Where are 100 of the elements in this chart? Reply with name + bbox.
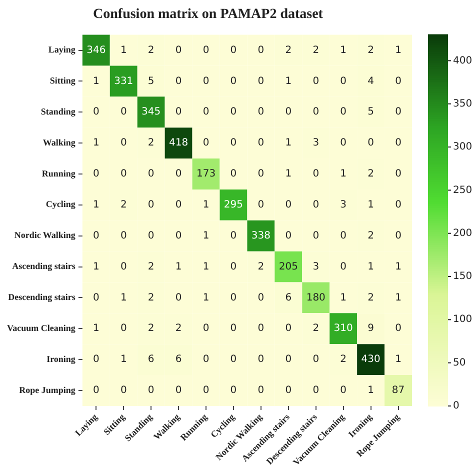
y-tick-label: Running — [42, 168, 76, 178]
data-label: 0 — [120, 138, 127, 149]
data-label: 0 — [175, 292, 182, 304]
data-label: 0 — [395, 230, 402, 242]
y-tick-label: Ascending stairs — [12, 261, 76, 272]
data-label: 0 — [340, 138, 347, 149]
data-label: 0 — [285, 106, 292, 118]
data-label: 3 — [340, 200, 347, 211]
data-label: 0 — [230, 138, 237, 149]
data-label: 0 — [230, 323, 237, 334]
data-label: 0 — [230, 354, 237, 366]
data-label: 0 — [395, 138, 402, 149]
data-label: 0 — [285, 385, 292, 396]
data-label: 0 — [340, 385, 347, 396]
data-label: 0 — [258, 354, 264, 366]
data-label: 6 — [285, 292, 292, 304]
data-label: 0 — [395, 106, 402, 118]
data-label: 0 — [340, 106, 347, 118]
data-label: 0 — [120, 230, 127, 242]
data-label: 0 — [395, 76, 402, 87]
data-label: 3 — [312, 138, 320, 149]
y-tick-label: Rope Jumping — [19, 384, 76, 395]
data-label: 0 — [258, 76, 264, 87]
data-label: 295 — [224, 200, 244, 211]
data-label: 0 — [202, 354, 210, 366]
data-label: 0 — [258, 106, 264, 118]
data-label: 0 — [92, 292, 100, 304]
data-label: 0 — [120, 385, 127, 396]
data-label: 0 — [92, 354, 100, 366]
y-tick-label: Walking — [42, 137, 76, 148]
data-label: 2 — [148, 323, 154, 334]
data-label: 0 — [312, 106, 320, 118]
data-label: 0 — [368, 138, 374, 149]
data-label: 0 — [285, 200, 292, 211]
data-label: 0 — [202, 323, 210, 334]
data-label: 1 — [92, 76, 100, 87]
data-label: 0 — [148, 168, 154, 180]
data-label: 0 — [285, 323, 292, 334]
data-label: 0 — [230, 168, 237, 180]
data-label: 0 — [285, 354, 292, 366]
data-label: 1 — [92, 200, 100, 211]
data-label: 0 — [148, 230, 154, 242]
data-label: 338 — [251, 230, 270, 242]
data-label: 1 — [395, 44, 402, 56]
data-label: 1 — [395, 261, 402, 272]
data-label: 2 — [368, 230, 374, 242]
color-bar-label: 350 — [453, 98, 472, 110]
data-label: 205 — [278, 261, 298, 272]
data-label: 0 — [312, 200, 320, 211]
data-label: 0 — [258, 292, 264, 304]
data-label: 0 — [258, 385, 264, 396]
chart-title: Confusion matrix on PAMAP2 dataset — [93, 7, 324, 22]
data-label: 0 — [175, 76, 182, 87]
data-label: 180 — [306, 292, 326, 304]
data-label: 345 — [142, 106, 161, 118]
data-label: 0 — [340, 230, 347, 242]
data-label: 2 — [148, 44, 154, 56]
data-label: 0 — [230, 292, 237, 304]
y-tick-label: Laying — [48, 44, 76, 55]
data-label: 0 — [258, 44, 264, 56]
data-label: 0 — [285, 230, 292, 242]
data-label: 0 — [258, 323, 264, 334]
data-label: 1 — [368, 385, 374, 396]
data-label: 0 — [230, 385, 237, 396]
data-label: 1 — [395, 354, 402, 366]
data-label: 310 — [334, 323, 353, 334]
data-label: 2 — [148, 292, 154, 304]
data-label: 0 — [230, 106, 237, 118]
data-label: 0 — [92, 168, 100, 180]
data-label: 3 — [312, 261, 320, 272]
data-label: 0 — [120, 261, 127, 272]
color-bar-label: 100 — [453, 314, 472, 326]
data-label: 6 — [175, 354, 182, 366]
data-label: 0 — [395, 323, 402, 334]
data-label: 0 — [395, 168, 402, 180]
data-label: 2 — [368, 168, 374, 180]
data-label: 0 — [92, 106, 100, 118]
data-label: 0 — [258, 138, 264, 149]
data-label: 1 — [285, 168, 292, 180]
data-label: 430 — [361, 354, 380, 366]
data-label: 1 — [368, 261, 374, 272]
data-label: 0 — [312, 168, 320, 180]
data-label: 1 — [92, 323, 100, 334]
data-label: 0 — [120, 106, 127, 118]
data-label: 0 — [175, 230, 182, 242]
data-label: 2 — [258, 261, 264, 272]
data-label: 0 — [92, 230, 100, 242]
color-bar-label: 400 — [453, 55, 472, 66]
data-label: 2 — [120, 200, 127, 211]
data-label: 0 — [202, 106, 210, 118]
data-label: 1 — [340, 44, 347, 56]
data-label: 0 — [175, 168, 182, 180]
y-tick-label: Vacuum Cleaning — [6, 322, 76, 333]
data-label: 1 — [340, 292, 347, 304]
data-label: 1 — [395, 292, 402, 304]
data-label: 0 — [312, 76, 320, 87]
data-label: 1 — [202, 261, 210, 272]
data-label: 0 — [175, 44, 182, 56]
data-label: 1 — [202, 292, 210, 304]
y-tick-label: Standing — [40, 106, 76, 116]
